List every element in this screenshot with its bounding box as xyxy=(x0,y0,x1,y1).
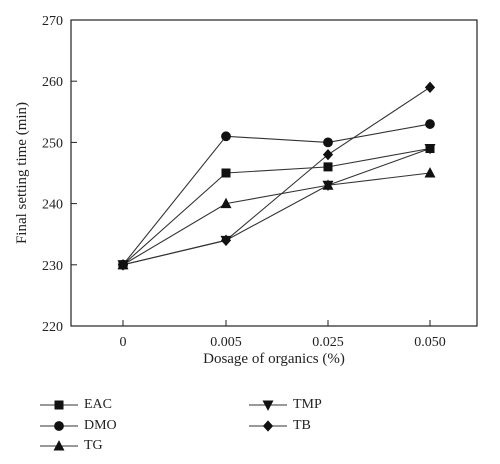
y-tick-label: 230 xyxy=(42,259,63,274)
y-tick-label: 250 xyxy=(42,136,63,151)
data-point-tmp xyxy=(424,144,436,155)
plot-area-frame xyxy=(70,19,478,327)
y-tick-label: 240 xyxy=(42,198,63,213)
y-axis-label: Final setting time (min) xyxy=(14,102,30,244)
data-point-tmp xyxy=(322,180,334,192)
series-line-dmo xyxy=(122,123,431,266)
x-tick-label: 0.025 xyxy=(312,335,344,350)
y-tick-label: 260 xyxy=(42,75,63,90)
series-line-tg xyxy=(122,172,431,266)
data-point-tb xyxy=(117,259,129,271)
data-point-dmo xyxy=(425,119,435,129)
x-tick-label: 0.050 xyxy=(414,335,446,350)
data-point-tb xyxy=(424,81,436,93)
data-point-tb xyxy=(220,234,232,246)
data-point-eac xyxy=(323,162,333,172)
data-point-tg xyxy=(220,197,232,209)
data-point-eac xyxy=(221,168,231,178)
x-tick-label: 0 xyxy=(120,335,127,350)
data-point-tb xyxy=(322,148,334,161)
series-lines xyxy=(122,86,431,266)
series-line-tb xyxy=(122,86,431,266)
data-point-dmo xyxy=(221,131,231,142)
series-line-eac xyxy=(122,147,431,266)
x-axis-ticks: 0 0.005 0.025 0.050 xyxy=(120,320,446,350)
data-point-dmo xyxy=(323,137,333,148)
data-point-tg xyxy=(424,167,436,178)
y-axis-ticks: 220 230 240 250 260 270 xyxy=(42,14,77,335)
x-tick-label: 0.005 xyxy=(210,335,242,350)
series-markers xyxy=(117,81,436,271)
y-tick-label: 270 xyxy=(42,14,63,29)
y-tick-label: 220 xyxy=(42,320,63,335)
x-axis-label: Dosage of organics (%) xyxy=(203,351,345,367)
